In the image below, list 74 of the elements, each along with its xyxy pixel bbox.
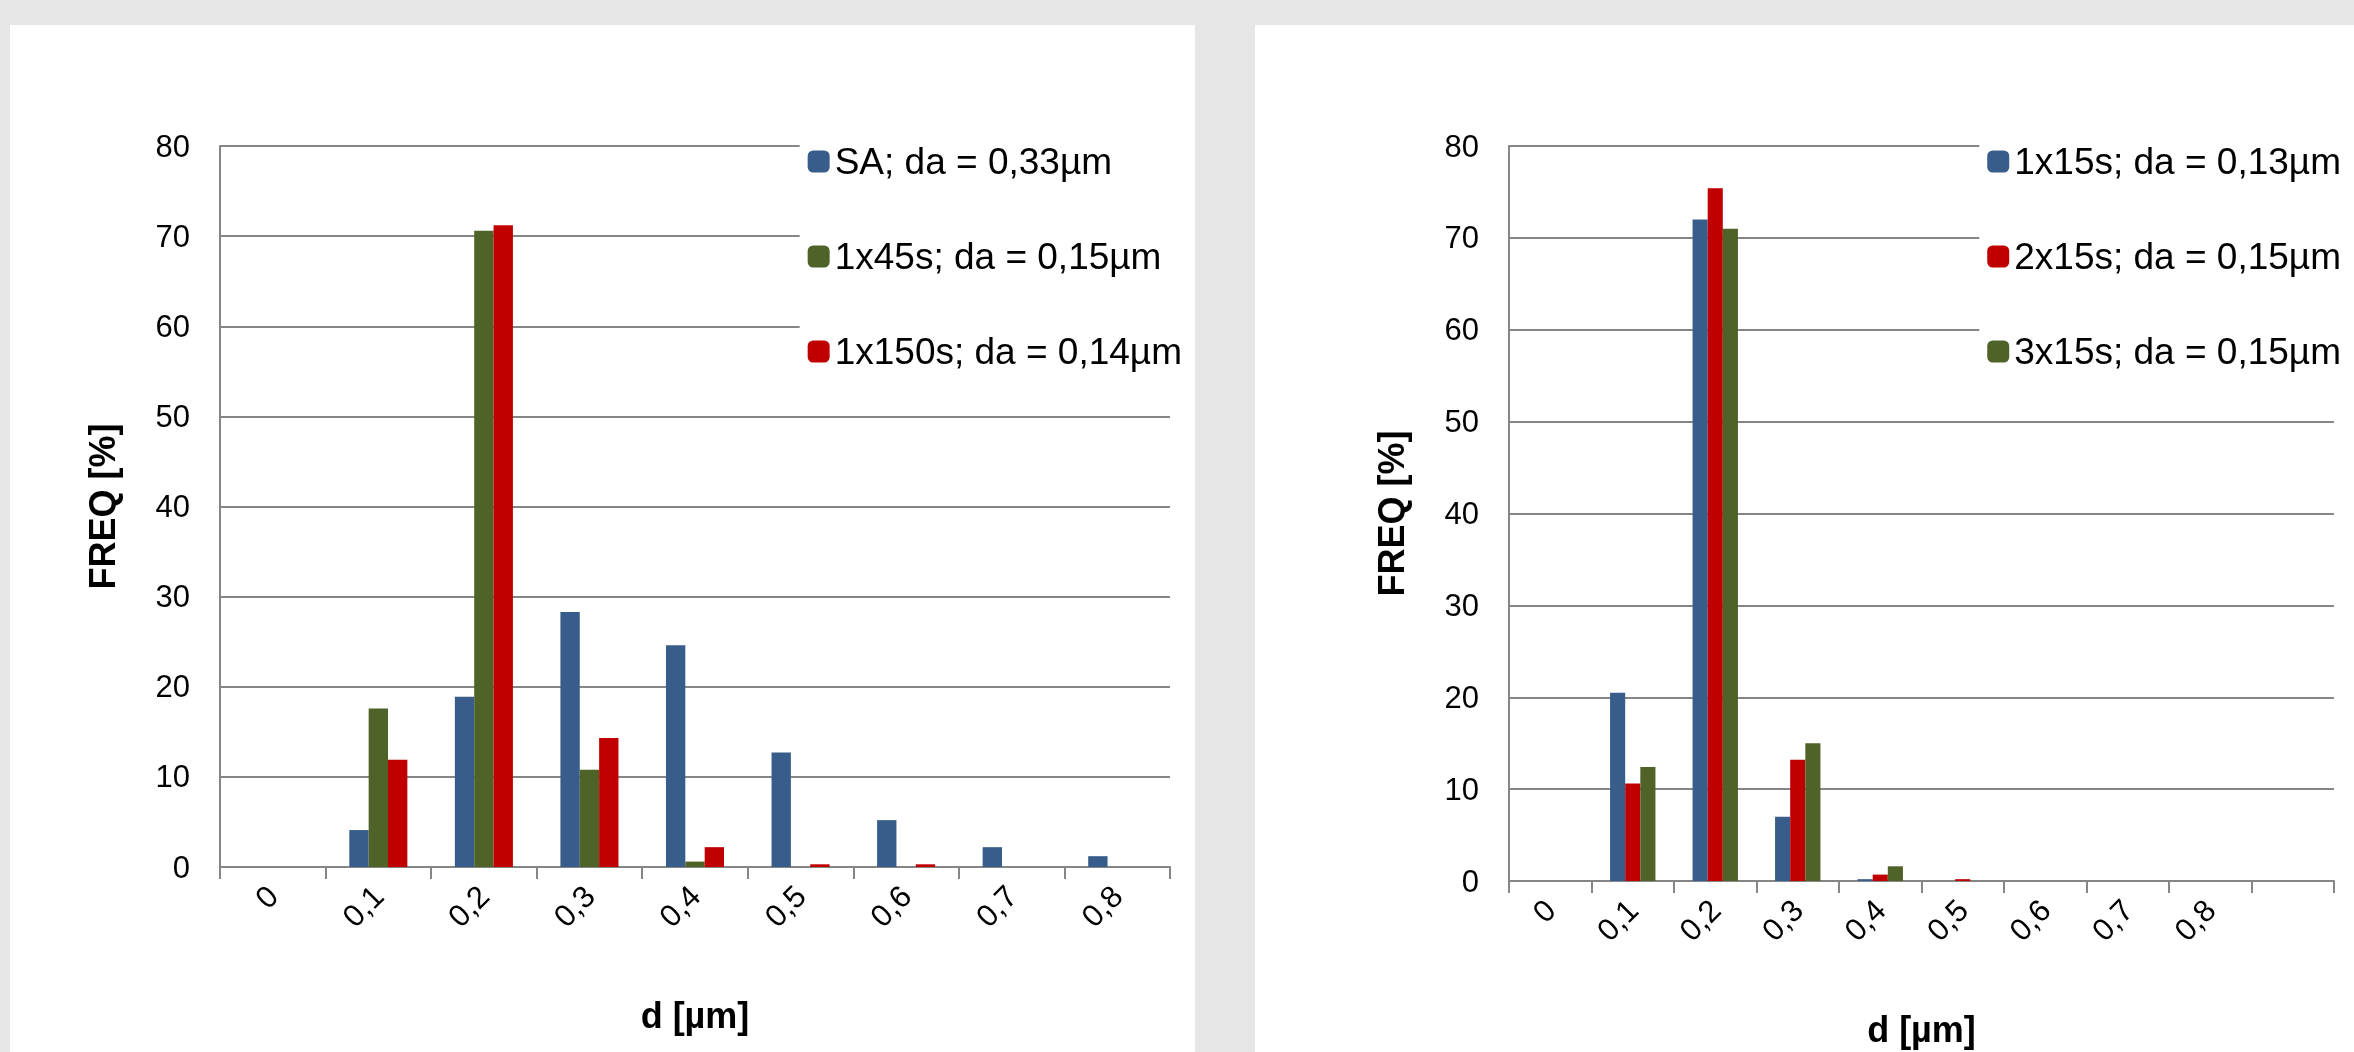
y-tick-label: 10 — [1444, 771, 1479, 807]
bar — [1790, 759, 1806, 881]
legend-label: 3x15s; da = 0,15µm — [2014, 331, 2342, 372]
x-tick-label: 0,5 — [757, 878, 813, 934]
x-tick-label: 0,4 — [1837, 892, 1893, 948]
legend-label: SA; da = 0,33µm — [834, 141, 1113, 182]
bar — [1625, 783, 1641, 881]
y-axis-title: FREQ [%] — [81, 423, 123, 590]
y-tick-label: 60 — [1444, 312, 1479, 348]
x-tick-label: 0,8 — [1074, 878, 1130, 934]
x-tick-label: 0 — [1525, 892, 1563, 930]
bar — [810, 864, 830, 867]
bar — [1088, 856, 1108, 867]
bar — [1872, 874, 1888, 881]
x-tick-label: 0,3 — [546, 878, 602, 934]
y-tick-label: 10 — [155, 759, 190, 795]
y-tick-label: 40 — [1444, 496, 1479, 531]
bar — [982, 847, 1002, 867]
bar — [349, 830, 369, 867]
bar — [1692, 219, 1708, 881]
y-tick-label: 50 — [1444, 404, 1479, 440]
x-axis-title: d [µm] — [640, 994, 750, 1036]
bar — [388, 759, 408, 867]
x-tick-label: 0,2 — [441, 878, 497, 934]
x-axis-title: d [µm] — [1867, 1008, 1976, 1050]
bar — [915, 864, 936, 867]
y-tick-label: 70 — [155, 218, 190, 254]
legend-label: 1x45s; da = 0,15µm — [834, 236, 1162, 277]
x-tick-label: 0,2 — [1672, 892, 1728, 948]
bar — [1707, 188, 1723, 881]
x-tick-label: 0 — [248, 878, 286, 916]
y-tick-label: 30 — [155, 579, 190, 615]
bar — [454, 696, 475, 867]
x-tick-label: 0,1 — [335, 878, 391, 934]
bar — [474, 230, 494, 867]
legend-label: 1x15s; da = 0,13µm — [2014, 141, 2342, 182]
bar — [771, 752, 791, 867]
bar — [368, 708, 389, 867]
x-tick-label: 0,8 — [2167, 892, 2223, 948]
y-tick-label: 80 — [155, 128, 190, 164]
bar — [560, 611, 580, 867]
x-tick-label: 0,5 — [1919, 892, 1976, 948]
y-tick-label: 70 — [1444, 220, 1479, 256]
bar — [493, 225, 513, 867]
y-tick-label: 80 — [1444, 128, 1479, 164]
y-tick-label: 30 — [1444, 587, 1479, 623]
y-tick-label: 20 — [1444, 679, 1479, 715]
bar — [1887, 866, 1903, 881]
legend-label: 2x15s; da = 0,15µm — [2014, 236, 2342, 277]
bar — [1640, 767, 1656, 881]
y-tick-label: 20 — [155, 669, 190, 705]
x-tick-label: 0,6 — [863, 878, 919, 934]
x-tick-label: 0,7 — [968, 878, 1025, 934]
bar — [599, 738, 619, 867]
bar — [877, 820, 897, 867]
y-axis-title: FREQ [%] — [1370, 430, 1412, 597]
bar — [1722, 228, 1738, 881]
bar — [579, 769, 600, 867]
bar — [704, 847, 725, 867]
x-tick-label: 0,7 — [2084, 892, 2141, 948]
x-tick-label: 0,6 — [2002, 892, 2058, 948]
y-tick-label: 60 — [155, 308, 190, 344]
y-tick-label: 0 — [172, 849, 190, 885]
x-tick-label: 0,4 — [652, 878, 708, 934]
y-tick-label: 40 — [155, 489, 190, 524]
x-tick-label: 0,1 — [1589, 892, 1646, 948]
bar — [685, 861, 705, 867]
y-tick-label: 50 — [155, 398, 190, 434]
bar — [1805, 743, 1821, 881]
legend-label: 1x150s; da = 0,14µm — [834, 331, 1183, 372]
bar — [665, 645, 686, 867]
x-tick-label: 0,3 — [1754, 892, 1811, 948]
bar — [1610, 692, 1626, 881]
bar — [1775, 816, 1791, 881]
